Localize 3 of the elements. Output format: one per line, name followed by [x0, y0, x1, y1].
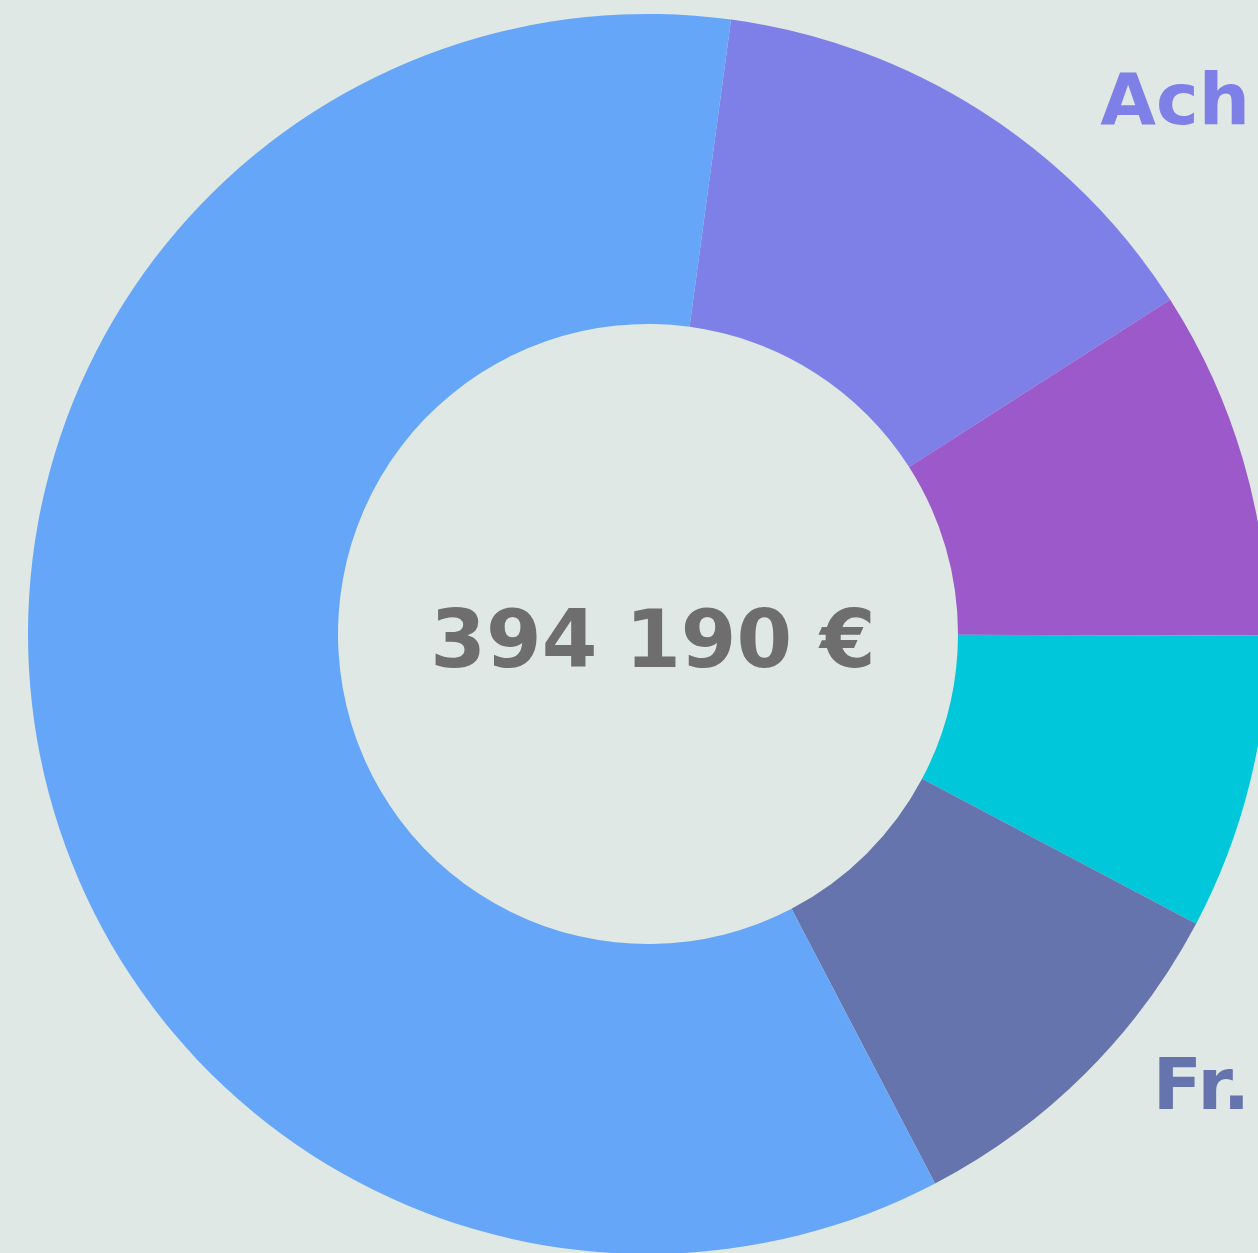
slice-label: Ach — [1100, 56, 1250, 141]
text: 394 190 € — [430, 592, 876, 686]
slice-label: Fr. — [1152, 1042, 1250, 1127]
